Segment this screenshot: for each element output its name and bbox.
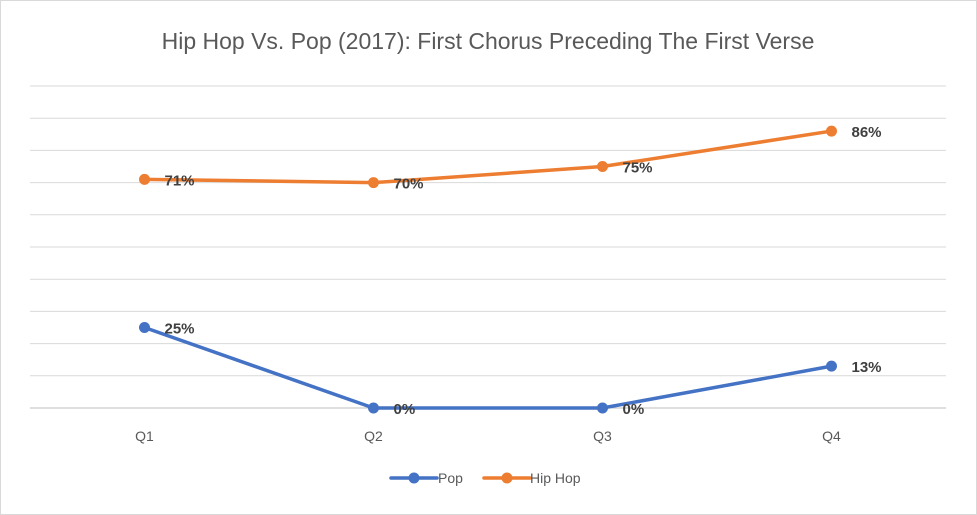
chart-title: Hip Hop Vs. Pop (2017): First Chorus Pre… — [162, 28, 815, 54]
data-point — [368, 177, 379, 189]
gridlines — [30, 85, 946, 409]
data-point — [368, 402, 379, 414]
data-point — [139, 173, 150, 185]
data-point — [826, 125, 837, 137]
data-label: 71% — [165, 172, 195, 189]
x-axis-ticks: Q1 Q2 Q3 Q4 — [135, 428, 841, 444]
series-pop: 25% 0% 0% 13% — [139, 321, 882, 418]
legend-item: Pop — [389, 470, 463, 486]
series-hip-hop: 71% 70% 75% 86% — [139, 124, 882, 193]
data-point — [826, 360, 837, 372]
x-tick-label: Q4 — [822, 428, 841, 444]
data-label: 0% — [623, 401, 645, 418]
series-group: 25% 0% 0% 13% 71% 70% 75% 86% — [139, 124, 882, 418]
series-line — [142, 129, 834, 185]
data-label: 0% — [394, 401, 416, 418]
data-label: 86% — [852, 124, 882, 141]
data-label: 25% — [165, 321, 195, 338]
data-point — [139, 322, 150, 333]
legend-swatch-marker — [408, 472, 420, 484]
legend-label: Pop — [438, 470, 463, 486]
data-point — [597, 161, 608, 172]
legend-item: Hip Hop — [482, 470, 581, 486]
x-tick-label: Q2 — [364, 428, 383, 444]
x-tick-label: Q1 — [135, 428, 154, 444]
legend: Pop Hip Hop — [389, 470, 581, 486]
legend-swatch-marker — [501, 472, 513, 484]
series-line — [142, 325, 834, 410]
data-label: 75% — [623, 160, 653, 177]
data-label: 13% — [852, 359, 882, 376]
legend-label: Hip Hop — [530, 470, 581, 486]
x-tick-label: Q3 — [593, 428, 612, 444]
data-point — [597, 402, 608, 414]
data-label: 70% — [394, 176, 424, 193]
